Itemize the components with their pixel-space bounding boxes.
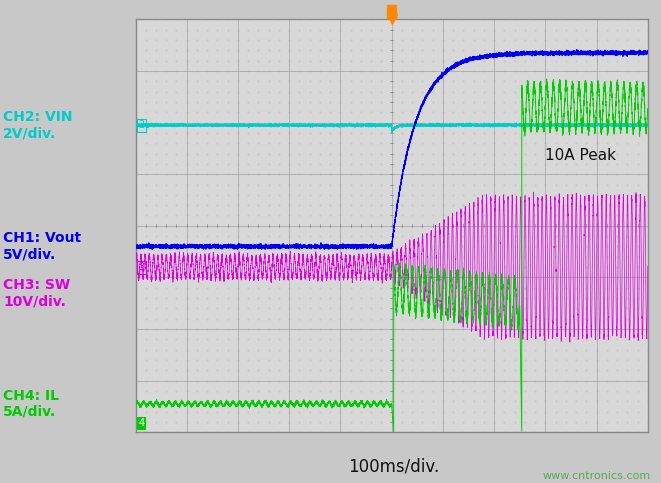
Text: CH3: SW
10V/div.: CH3: SW 10V/div. (3, 278, 71, 308)
Text: CH4: IL
5A/div.: CH4: IL 5A/div. (3, 389, 59, 419)
Text: CH2: VIN
2V/div.: CH2: VIN 2V/div. (3, 110, 73, 140)
Text: 100ms/div.: 100ms/div. (348, 457, 439, 475)
Text: www.cntronics.com: www.cntronics.com (543, 470, 651, 481)
Text: 4: 4 (138, 418, 144, 428)
Text: CH1: Vout
5V/div.: CH1: Vout 5V/div. (3, 231, 81, 262)
Text: 3: 3 (138, 262, 144, 272)
Text: 2: 2 (138, 120, 144, 130)
Text: T: T (388, 7, 395, 17)
Text: 10A Peak: 10A Peak (545, 148, 616, 163)
